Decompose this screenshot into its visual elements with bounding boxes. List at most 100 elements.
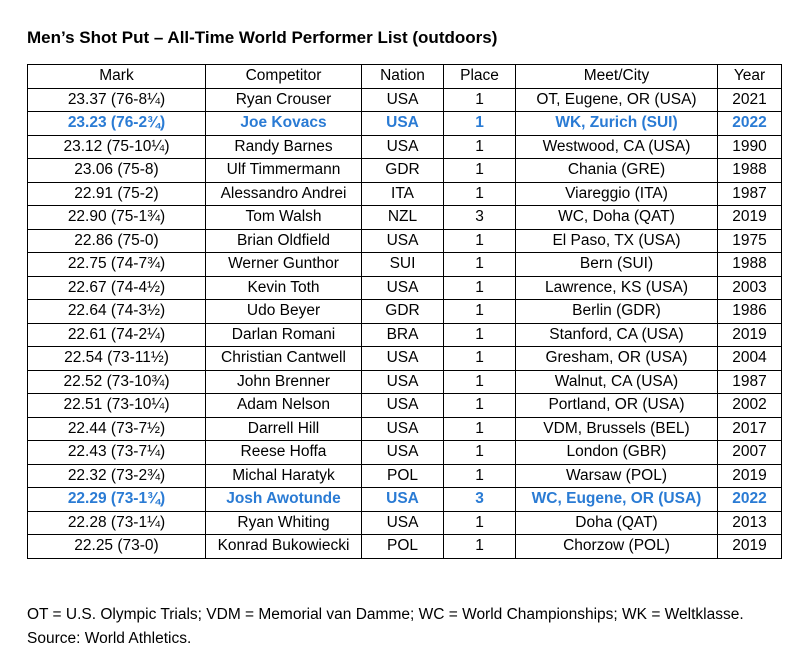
year-cell: 2019 [717, 534, 782, 559]
mark-cell: 23.23 (76-2¾) [27, 111, 206, 136]
place-cell: 1 [443, 534, 516, 559]
competitor-cell: Werner Gunthor [205, 252, 362, 277]
meet-city-cell: Stanford, CA (USA) [515, 322, 718, 347]
header-place: Place [443, 64, 516, 89]
table-row: 22.52 (73-10¾) John Brenner USA 1 Walnut, CA… [27, 369, 782, 394]
place-cell: 1 [443, 369, 516, 394]
year-cell: 1986 [717, 299, 782, 324]
nation-cell: BRA [361, 322, 444, 347]
year-cell: 2022 [717, 111, 782, 136]
nation-cell: USA [361, 369, 444, 394]
nation-cell: USA [361, 393, 444, 418]
header-competitor: Competitor [205, 64, 362, 89]
mark-cell: 23.12 (75-10¼) [27, 134, 206, 159]
table-header-row: Mark Competitor Nation Place Meet/City Y… [27, 64, 782, 89]
mark-cell: 22.25 (73-0) [27, 534, 206, 559]
meet-city-cell: WC, Eugene, OR (USA) [515, 487, 718, 512]
header-nation: Nation [361, 64, 444, 89]
year-cell: 2019 [717, 322, 782, 347]
competitor-cell: Brian Oldfield [205, 228, 362, 253]
year-cell: 2021 [717, 87, 782, 112]
year-cell: 2019 [717, 463, 782, 488]
mark-cell: 22.67 (74-4½) [27, 275, 206, 300]
competitor-cell: Adam Nelson [205, 393, 362, 418]
competitor-cell: Michal Haratyk [205, 463, 362, 488]
competitor-cell: Christian Cantwell [205, 346, 362, 371]
place-cell: 1 [443, 228, 516, 253]
year-cell: 1975 [717, 228, 782, 253]
year-cell: 1988 [717, 158, 782, 183]
meet-city-cell: Warsaw (POL) [515, 463, 718, 488]
mark-cell: 23.37 (76-8¼) [27, 87, 206, 112]
nation-cell: GDR [361, 299, 444, 324]
table-row: 22.75 (74-7¾) Werner Gunthor SUI 1 Bern (SUI… [27, 252, 782, 277]
mark-cell: 22.75 (74-7¾) [27, 252, 206, 277]
competitor-cell: Alessandro Andrei [205, 181, 362, 206]
place-cell: 1 [443, 299, 516, 324]
year-cell: 1990 [717, 134, 782, 159]
nation-cell: POL [361, 463, 444, 488]
mark-cell: 22.32 (73-2¾) [27, 463, 206, 488]
nation-cell: NZL [361, 205, 444, 230]
table-row: 22.86 (75-0) Brian Oldfield USA 1 El Paso, T… [27, 228, 782, 253]
meet-city-cell: WC, Doha (QAT) [515, 205, 718, 230]
table-row: 22.29 (73-1¾) Josh Awotunde USA 3 WC, Eugene… [27, 487, 782, 512]
place-cell: 1 [443, 510, 516, 535]
year-cell: 2017 [717, 416, 782, 441]
competitor-cell: Ryan Crouser [205, 87, 362, 112]
mark-cell: 22.44 (73-7½) [27, 416, 206, 441]
nation-cell: USA [361, 111, 444, 136]
table-row: 23.37 (76-8¼) Ryan Crouser USA 1 OT, Eugene,… [27, 87, 782, 112]
place-cell: 1 [443, 322, 516, 347]
place-cell: 1 [443, 416, 516, 441]
mark-cell: 22.51 (73-10¼) [27, 393, 206, 418]
mark-cell: 22.43 (73-7¼) [27, 440, 206, 465]
year-cell: 2002 [717, 393, 782, 418]
meet-city-cell: Berlin (GDR) [515, 299, 718, 324]
meet-city-cell: Lawrence, KS (USA) [515, 275, 718, 300]
mark-cell: 22.91 (75-2) [27, 181, 206, 206]
nation-cell: USA [361, 416, 444, 441]
place-cell: 1 [443, 346, 516, 371]
place-cell: 1 [443, 440, 516, 465]
nation-cell: USA [361, 346, 444, 371]
meet-city-cell: VDM, Brussels (BEL) [515, 416, 718, 441]
table-row: 22.51 (73-10¼) Adam Nelson USA 1 Portland, O… [27, 393, 782, 418]
meet-city-cell: Portland, OR (USA) [515, 393, 718, 418]
mark-cell: 22.86 (75-0) [27, 228, 206, 253]
place-cell: 1 [443, 275, 516, 300]
nation-cell: USA [361, 134, 444, 159]
nation-cell: USA [361, 87, 444, 112]
competitor-cell: Randy Barnes [205, 134, 362, 159]
header-mark: Mark [27, 64, 206, 89]
meet-city-cell: El Paso, TX (USA) [515, 228, 718, 253]
mark-cell: 22.90 (75-1¾) [27, 205, 206, 230]
place-cell: 1 [443, 111, 516, 136]
meet-city-cell: WK, Zurich (SUI) [515, 111, 718, 136]
competitor-cell: Ulf Timmermann [205, 158, 362, 183]
nation-cell: USA [361, 510, 444, 535]
mark-cell: 22.52 (73-10¾) [27, 369, 206, 394]
place-cell: 3 [443, 205, 516, 230]
header-year: Year [717, 64, 782, 89]
meet-city-cell: Viareggio (ITA) [515, 181, 718, 206]
nation-cell: USA [361, 487, 444, 512]
year-cell: 1988 [717, 252, 782, 277]
competitor-cell: Kevin Toth [205, 275, 362, 300]
place-cell: 1 [443, 252, 516, 277]
footnote: OT = U.S. Olympic Trials; VDM = Memorial… [27, 606, 744, 647]
nation-cell: USA [361, 228, 444, 253]
competitor-cell: Ryan Whiting [205, 510, 362, 535]
meet-city-cell: Doha (QAT) [515, 510, 718, 535]
header-meet-city: Meet/City [515, 64, 718, 89]
meet-city-cell: Chorzow (POL) [515, 534, 718, 559]
place-cell: 1 [443, 134, 516, 159]
meet-city-cell: OT, Eugene, OR (USA) [515, 87, 718, 112]
mark-cell: 22.61 (74-2¼) [27, 322, 206, 347]
year-cell: 2003 [717, 275, 782, 300]
place-cell: 1 [443, 87, 516, 112]
meet-city-cell: Walnut, CA (USA) [515, 369, 718, 394]
page-title: Men’s Shot Put – All-Time World Performe… [27, 28, 498, 47]
performer-table: Mark Competitor Nation Place Meet/City Y… [27, 64, 782, 559]
table-row: 22.91 (75-2) Alessandro Andrei ITA 1 Viaregg… [27, 181, 782, 206]
